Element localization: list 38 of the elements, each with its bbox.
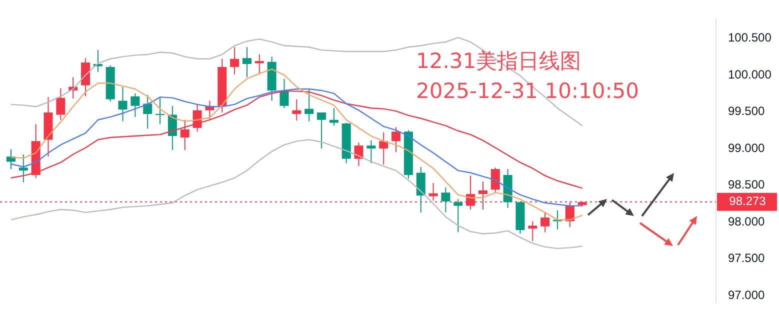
y-tick-label: 99.000: [728, 140, 766, 155]
candlestick: [56, 88, 66, 120]
candlestick: [304, 88, 314, 122]
y-tick-label: 97.500: [728, 251, 766, 266]
y-tick-label: 98.000: [728, 214, 766, 228]
candlestick: [317, 112, 326, 150]
candlestick: [454, 198, 463, 233]
candlestick: [143, 94, 152, 130]
candlestick: [416, 166, 426, 213]
y-tick-label: 100.000: [728, 67, 772, 82]
y-tick-label: 100.500: [728, 30, 772, 45]
candlestick: [81, 58, 90, 97]
candlestick: [180, 119, 190, 150]
candlestick: [441, 186, 450, 213]
candlestick: [366, 140, 376, 164]
candlestick: [490, 167, 500, 194]
candlestick: [379, 132, 388, 166]
candlestick: [18, 154, 28, 183]
candlestick: [354, 142, 364, 167]
candlestick: [540, 212, 550, 233]
y-tick-label: 99.500: [728, 104, 766, 118]
candlestick: [280, 78, 289, 109]
candlestick: [392, 126, 401, 153]
candlestick: [254, 54, 264, 75]
candlestick: [130, 92, 140, 118]
candlestick: [528, 220, 538, 242]
y-tick-label: 97.000: [728, 288, 766, 302]
candlestick: [329, 108, 338, 126]
text: 2025-12-31 10:10:50: [416, 78, 640, 104]
text: 12.31美指日线图: [416, 48, 582, 74]
ref-line-label: 98.273: [729, 194, 766, 208]
y-tick-label: 98.500: [728, 178, 766, 192]
candlestick: [230, 46, 240, 75]
candlestick: [428, 182, 438, 202]
candlestick: [292, 98, 302, 122]
candlestick: [118, 86, 128, 122]
candlestick: [156, 96, 165, 125]
candlestick: [242, 46, 252, 78]
